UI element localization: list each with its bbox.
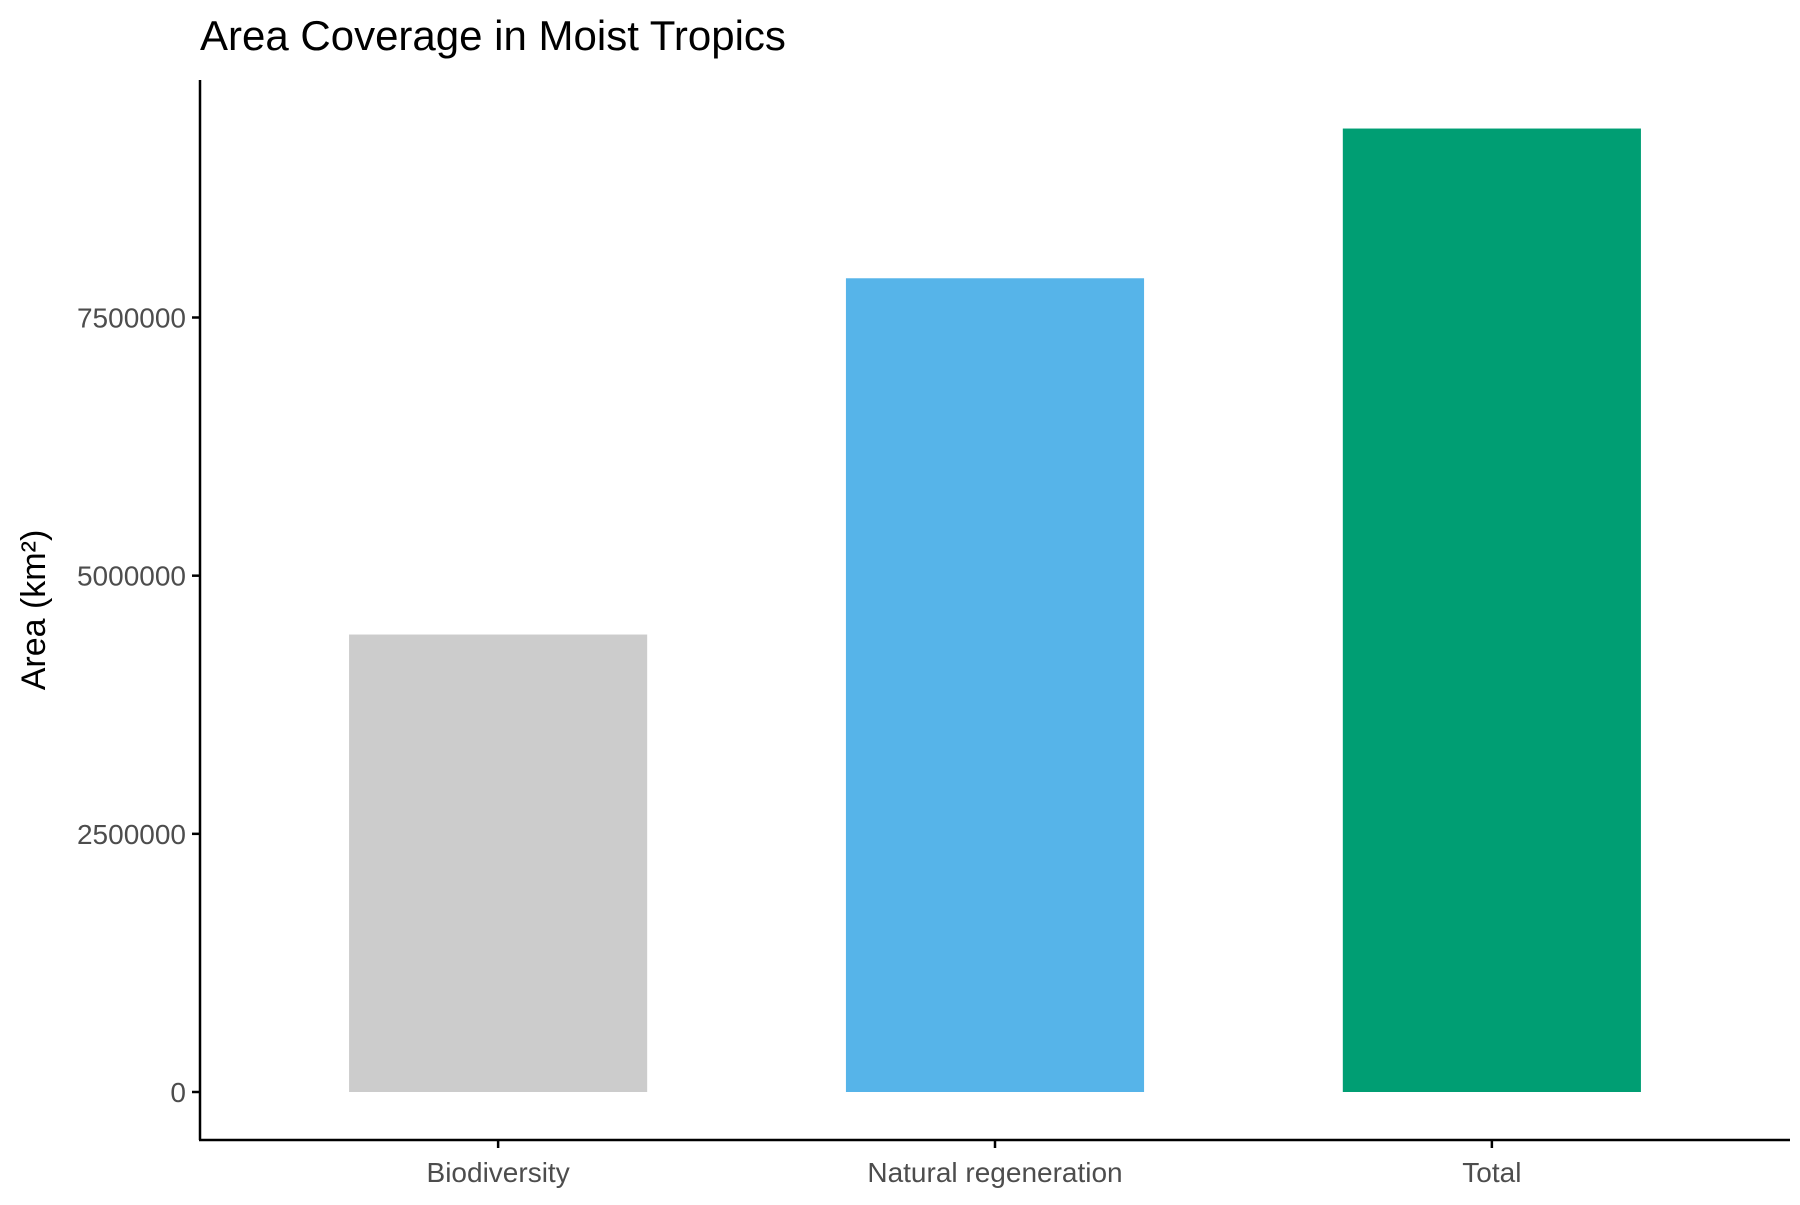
x-axis-ticks: Biodiversity Natural regeneration Total (427, 1140, 1521, 1188)
y-tick-label: 2500000 (77, 819, 186, 850)
bar-total (1342, 128, 1641, 1093)
bar-biodiversity (349, 634, 648, 1092)
y-axis-ticks: 0 2500000 5000000 7500000 (77, 303, 200, 1108)
y-tick-label: 5000000 (77, 561, 186, 592)
x-tick-label: Total (1462, 1157, 1521, 1188)
y-axis-title: Area (km²) (15, 530, 53, 691)
bars (349, 128, 1641, 1093)
x-tick-label: Biodiversity (427, 1157, 570, 1188)
chart-title: Area Coverage in Moist Tropics (200, 12, 786, 59)
y-tick-label: 0 (170, 1077, 186, 1108)
bar-natural-regeneration (845, 278, 1145, 1092)
y-tick-label: 7500000 (77, 303, 186, 334)
x-tick-label: Natural regeneration (867, 1157, 1122, 1188)
